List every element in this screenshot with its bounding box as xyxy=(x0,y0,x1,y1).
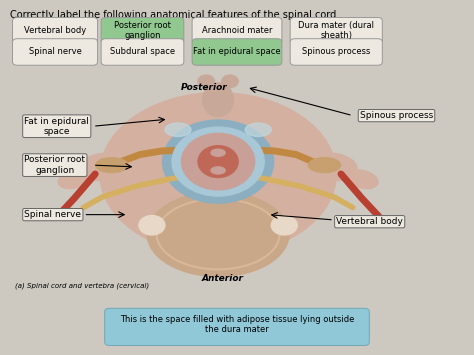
Ellipse shape xyxy=(211,149,225,156)
Ellipse shape xyxy=(198,146,238,178)
Ellipse shape xyxy=(309,158,340,173)
Text: Fat in epidural space: Fat in epidural space xyxy=(193,48,281,56)
Text: Spinal nerve: Spinal nerve xyxy=(24,210,82,219)
FancyBboxPatch shape xyxy=(12,39,98,65)
FancyBboxPatch shape xyxy=(192,39,282,65)
FancyBboxPatch shape xyxy=(290,17,383,44)
Text: Posterior: Posterior xyxy=(181,83,228,92)
Text: Anterior: Anterior xyxy=(202,274,244,283)
Ellipse shape xyxy=(198,75,215,87)
Text: Vertebral body: Vertebral body xyxy=(336,217,403,226)
FancyBboxPatch shape xyxy=(192,17,282,44)
Ellipse shape xyxy=(346,170,378,189)
Text: Posterior root
ganglion: Posterior root ganglion xyxy=(114,21,171,40)
FancyBboxPatch shape xyxy=(12,17,98,44)
Text: Vertebral body: Vertebral body xyxy=(24,26,86,35)
Ellipse shape xyxy=(182,133,255,190)
Text: Correctly label the following anatomical features of the spinal cord: Correctly label the following anatomical… xyxy=(10,10,337,20)
Ellipse shape xyxy=(147,192,289,277)
Ellipse shape xyxy=(172,127,264,196)
Text: (a) Spinal cord and vertebra (cervical): (a) Spinal cord and vertebra (cervical) xyxy=(15,282,149,289)
Text: This is the space filled with adipose tissue lying outside
the dura mater: This is the space filled with adipose ti… xyxy=(120,315,354,334)
Ellipse shape xyxy=(139,215,165,235)
Ellipse shape xyxy=(79,153,126,180)
Text: Posterior root
ganglion: Posterior root ganglion xyxy=(24,155,85,175)
Ellipse shape xyxy=(203,83,234,116)
Ellipse shape xyxy=(100,93,336,255)
FancyBboxPatch shape xyxy=(290,39,383,65)
Ellipse shape xyxy=(58,170,90,189)
Ellipse shape xyxy=(271,215,297,235)
Text: Dura mater (dural
sheath): Dura mater (dural sheath) xyxy=(298,21,374,40)
Text: Spinous process: Spinous process xyxy=(360,111,433,120)
Ellipse shape xyxy=(310,153,357,180)
Text: Fat in epidural
space: Fat in epidural space xyxy=(24,116,89,136)
Ellipse shape xyxy=(245,123,271,136)
Text: Spinal nerve: Spinal nerve xyxy=(28,48,82,56)
Text: Spinous process: Spinous process xyxy=(302,48,371,56)
Text: Arachnoid mater: Arachnoid mater xyxy=(202,26,272,35)
Text: Subdural space: Subdural space xyxy=(110,48,175,56)
FancyBboxPatch shape xyxy=(101,17,184,44)
Ellipse shape xyxy=(96,158,128,173)
Ellipse shape xyxy=(211,167,225,174)
Ellipse shape xyxy=(165,123,191,136)
Ellipse shape xyxy=(222,75,238,87)
FancyBboxPatch shape xyxy=(101,39,184,65)
FancyBboxPatch shape xyxy=(105,308,369,345)
Ellipse shape xyxy=(163,120,273,203)
